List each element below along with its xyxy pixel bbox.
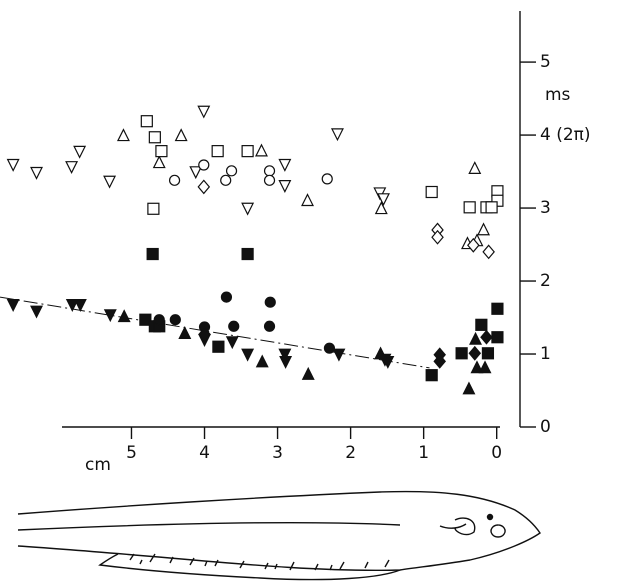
point xyxy=(278,180,292,193)
point xyxy=(278,348,292,362)
point xyxy=(220,291,233,303)
point xyxy=(374,201,388,215)
point xyxy=(211,145,224,158)
point xyxy=(467,237,480,253)
point xyxy=(255,143,268,157)
point xyxy=(330,128,344,142)
point xyxy=(30,166,43,180)
point xyxy=(264,296,276,308)
point xyxy=(225,165,238,177)
y-tick-label: 2 xyxy=(540,271,551,291)
point xyxy=(425,369,438,382)
point xyxy=(279,355,293,369)
y-tick-label: 5 xyxy=(540,52,551,72)
point xyxy=(431,229,444,245)
point xyxy=(6,158,20,172)
point xyxy=(323,342,336,354)
point xyxy=(103,175,117,189)
point xyxy=(30,305,43,319)
x-tick-label: 0 xyxy=(491,443,502,463)
point xyxy=(198,326,211,342)
point xyxy=(425,185,438,199)
point xyxy=(241,202,255,216)
point xyxy=(470,360,484,374)
point xyxy=(433,353,447,369)
x-axis-label: cm xyxy=(85,455,111,475)
point xyxy=(169,314,181,326)
point xyxy=(455,347,468,360)
point xyxy=(477,222,491,236)
point xyxy=(482,244,495,260)
point xyxy=(197,179,211,195)
point xyxy=(463,201,476,214)
y-tick-label: 4 (2π) xyxy=(540,125,591,145)
point xyxy=(174,128,188,142)
point xyxy=(220,174,232,186)
x-tick-label: 3 xyxy=(272,443,283,463)
y-axis-label: ms xyxy=(545,85,571,105)
point xyxy=(301,366,315,380)
point xyxy=(117,309,131,323)
point xyxy=(73,145,87,159)
point xyxy=(147,202,160,215)
point xyxy=(301,193,314,207)
x-tick-label: 5 xyxy=(126,443,137,463)
point xyxy=(198,159,210,171)
point xyxy=(139,313,152,326)
point xyxy=(228,320,240,332)
point xyxy=(478,360,492,374)
point xyxy=(73,299,87,312)
point xyxy=(263,320,276,332)
point xyxy=(241,145,254,158)
point xyxy=(178,326,192,339)
point xyxy=(481,347,495,360)
point xyxy=(321,173,333,185)
y-tick-label: 3 xyxy=(540,198,551,218)
point xyxy=(263,165,276,177)
point xyxy=(480,329,493,345)
point xyxy=(469,331,482,345)
point xyxy=(155,145,168,158)
point xyxy=(65,161,79,175)
point xyxy=(116,128,130,142)
point xyxy=(152,155,166,169)
point xyxy=(146,247,159,261)
point xyxy=(153,314,165,326)
point xyxy=(263,174,276,186)
point xyxy=(6,299,20,312)
point xyxy=(103,309,117,323)
point xyxy=(374,346,388,360)
x-tick-label: 4 xyxy=(199,443,210,463)
point xyxy=(468,161,482,175)
point xyxy=(468,345,482,361)
x-tick-label: 1 xyxy=(418,443,429,463)
point xyxy=(255,354,269,368)
point xyxy=(475,318,488,331)
point xyxy=(491,302,504,315)
point xyxy=(462,381,476,395)
point xyxy=(332,348,346,362)
point xyxy=(189,166,203,180)
y-tick-label: 1 xyxy=(540,344,551,364)
y-tick-label: 0 xyxy=(540,417,551,437)
point xyxy=(485,201,498,214)
point xyxy=(65,299,79,312)
point xyxy=(241,348,255,362)
point xyxy=(491,331,504,344)
x-tick-label: 2 xyxy=(345,443,356,463)
point xyxy=(168,174,181,186)
fish-drawing xyxy=(17,490,541,581)
point xyxy=(212,340,225,353)
point xyxy=(140,115,153,128)
point xyxy=(148,131,161,144)
point xyxy=(197,105,211,119)
point xyxy=(278,158,292,172)
point xyxy=(241,247,254,261)
point xyxy=(377,193,390,207)
point xyxy=(225,336,239,350)
trend-line xyxy=(0,296,430,369)
